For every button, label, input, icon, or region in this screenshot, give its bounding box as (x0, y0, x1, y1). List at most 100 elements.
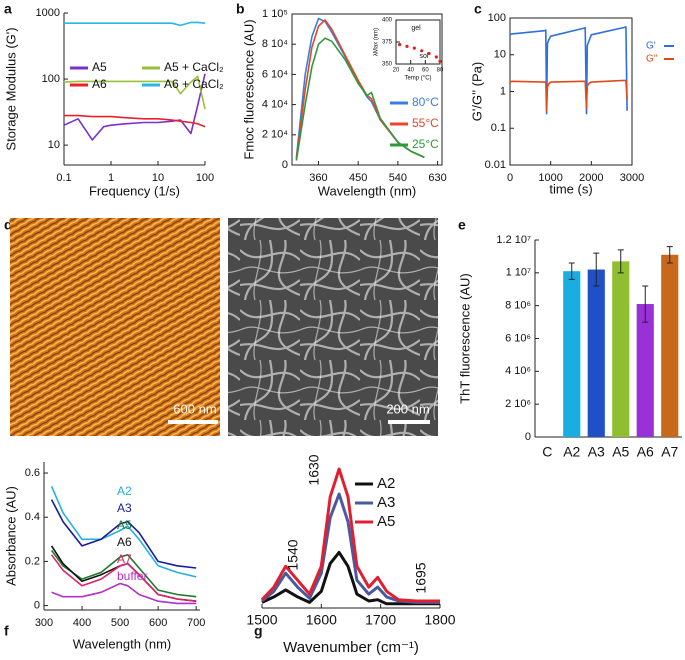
data-point (412, 46, 416, 50)
scale-bar-label: 600 nm (173, 401, 216, 416)
x-tick-label: 10 (152, 172, 164, 184)
scale-bar (168, 420, 218, 424)
y-tick-label: 10 (494, 49, 506, 61)
y-tick-label: 400 (382, 18, 393, 24)
x-tick-label: 500 (111, 617, 129, 629)
x-tick-label: 1600 (306, 612, 337, 628)
x-tick-label: 80 (437, 68, 444, 74)
error-bar (617, 249, 624, 274)
y-tick-label: 350 (382, 62, 393, 68)
data-point (405, 44, 409, 49)
legend-label: A7 (117, 552, 132, 566)
legend-label: buffer (117, 569, 147, 583)
legend-label: A5 (92, 60, 107, 74)
x-tick-label: 700 (187, 617, 205, 629)
panel-d: d 600 nm 200 nm (4, 217, 438, 436)
x-tick-label: A2 (563, 444, 580, 460)
data-line (64, 114, 206, 128)
y-tick-label: 1.2 10⁷ (496, 234, 531, 246)
data-line (63, 75, 206, 110)
annotation: gel (411, 25, 421, 32)
legend-label: 80°C (412, 95, 439, 109)
legend-label: A6 (117, 535, 132, 549)
x-tick-label: 1700 (365, 612, 396, 628)
x-axis-label: Wavelength (nm) (73, 636, 172, 651)
legend-label: A5 (117, 518, 132, 532)
y-tick-label: 2 10⁴ (262, 129, 288, 141)
legend-label: A2 (117, 484, 132, 498)
data-line (50, 485, 197, 578)
y-tick-label: 1 10⁵ (262, 8, 288, 20)
annotation: 1540 (285, 539, 301, 570)
y-tick-label: 8 10⁴ (262, 38, 288, 50)
y-tick-label: 6 10⁶ (505, 332, 531, 344)
annotation: sol (420, 53, 429, 60)
plot-frame (395, 19, 441, 65)
legend-label: A6 (92, 77, 107, 91)
x-tick-label: 450 (349, 172, 367, 184)
panel-label: b (236, 1, 245, 17)
x-tick-label: 630 (428, 172, 446, 184)
error-bar (593, 252, 600, 287)
bar (661, 254, 679, 437)
x-axis-label: time (s) (549, 181, 592, 196)
legend-label: A5 + CaCl₂ (164, 60, 224, 74)
legend-label: A3 (117, 501, 132, 515)
data-line (51, 582, 197, 605)
x-tick-label: 1000 (538, 172, 562, 184)
legend-label: A6 + CaCl₂ (164, 77, 224, 91)
y-tick-label: 0.4 (25, 511, 40, 523)
y-axis-label: Storage Modulus (G') (3, 27, 18, 150)
x-tick-label: A6 (637, 444, 654, 460)
data-line (50, 554, 197, 602)
x-tick-label: 100 (196, 172, 214, 184)
y-tick-label: 100 (488, 12, 506, 24)
y-axis-label: λMax (nm) (374, 28, 380, 56)
legend-label: 25°C (412, 137, 439, 151)
x-tick-label: 1 (108, 172, 114, 184)
y-tick-label: 100 (42, 73, 60, 85)
x-tick-label: 1500 (246, 612, 277, 628)
y-tick-label: 4 10⁴ (262, 99, 288, 111)
y-tick-label: 4 10⁶ (505, 365, 531, 377)
x-tick-label: 300 (35, 617, 53, 629)
x-tick-label: A5 (612, 444, 629, 460)
y-tick-label: 0.2 (25, 555, 40, 567)
x-tick-label: 20 (393, 68, 400, 74)
y-axis-label: Absorbance (AU) (3, 486, 18, 586)
plot-frame (509, 17, 633, 166)
x-axis-label: Temp (°C) (404, 76, 431, 82)
legend-label: A5 (377, 513, 395, 530)
panel-label: g (254, 623, 263, 639)
scale-bar-label: 200 nm (386, 401, 429, 416)
data-line (509, 26, 628, 115)
y-tick-label: 0.6 (25, 467, 40, 479)
error-bar (666, 246, 673, 264)
bar (636, 304, 654, 437)
bar (563, 271, 581, 437)
y-tick-label: 1 10⁷ (506, 267, 531, 279)
panel-label: c (474, 1, 482, 17)
data-line (509, 79, 628, 112)
legend-label: A2 (377, 475, 395, 492)
x-tick-label: 60 (422, 68, 429, 74)
y-tick-label: 375 (382, 40, 393, 46)
y-tick-label: 0.01 (485, 159, 506, 171)
y-axis-label: G'/G'' (Pa) (469, 62, 484, 121)
annotation: 1630 (306, 454, 322, 485)
data-line (260, 467, 440, 603)
x-tick-label: 360 (309, 172, 327, 184)
x-axis-label: Frequency (1/s) (89, 183, 180, 198)
x-tick-label: 0 (507, 172, 513, 184)
x-tick-label: 2000 (579, 172, 603, 184)
error-bar (642, 285, 649, 323)
x-axis-label: Wavenumber (cm⁻¹) (283, 639, 419, 656)
x-tick-label: 40 (407, 68, 414, 74)
data-line (261, 550, 440, 606)
legend-label: 55°C (412, 116, 439, 130)
data-point (427, 51, 431, 56)
error-bar (568, 262, 575, 280)
y-axis-label: ThT fluorescence (AU) (457, 273, 472, 404)
x-tick-label: 3000 (620, 172, 644, 184)
x-tick-label: 400 (73, 617, 91, 629)
